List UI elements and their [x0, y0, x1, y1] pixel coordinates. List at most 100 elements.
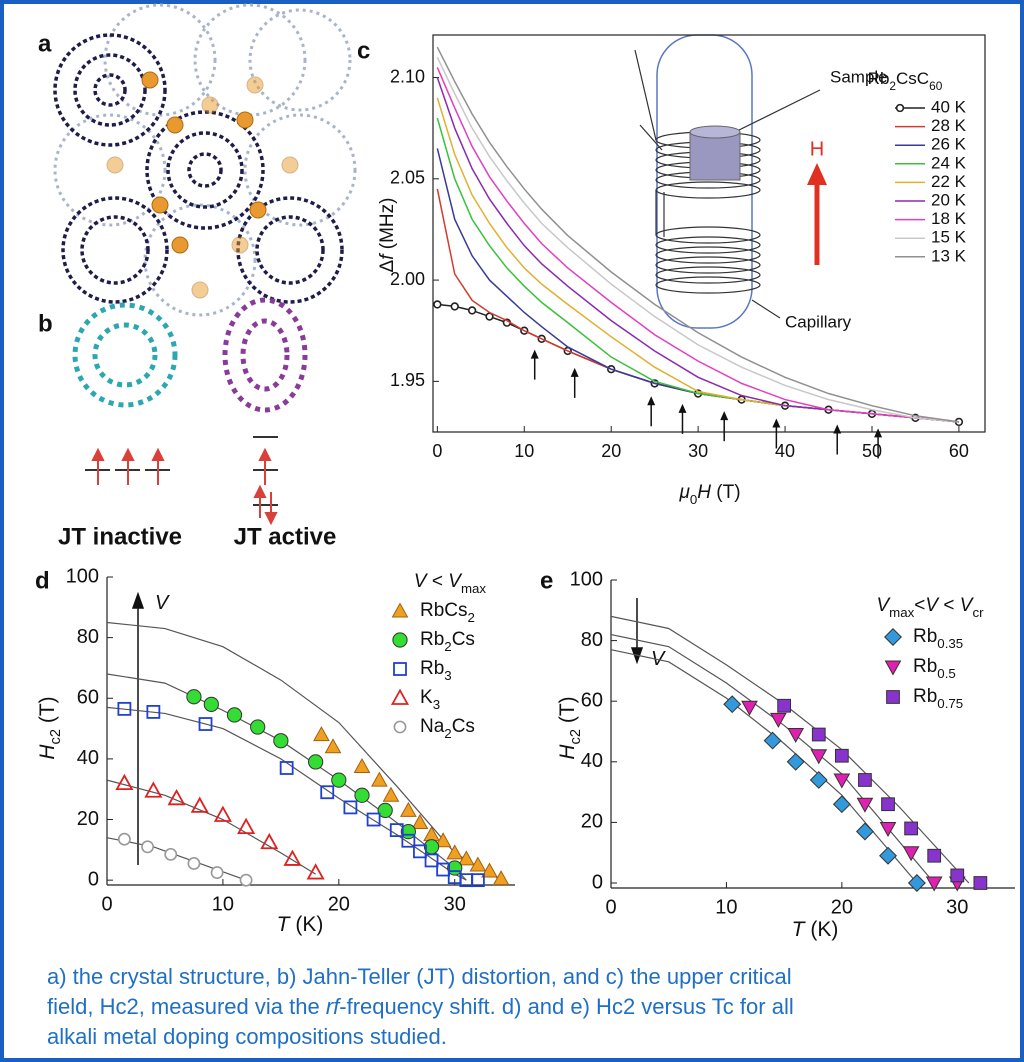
point — [810, 749, 828, 765]
point — [723, 695, 742, 714]
point — [833, 773, 851, 789]
point — [832, 795, 851, 814]
capillary-inset — [634, 34, 827, 329]
legend-label: Rb0.75 — [913, 686, 963, 711]
panel-label: d — [35, 567, 50, 594]
caption-text: -frequency shift. d) and e) Hc2 versus T… — [339, 994, 793, 1019]
point — [927, 848, 942, 863]
hc2-arrowhead — [720, 411, 729, 421]
legend-marker — [390, 688, 410, 705]
point — [382, 786, 400, 802]
x-tick-label: 20 — [601, 441, 621, 461]
legend-label: K3 — [420, 687, 440, 712]
point — [141, 840, 154, 854]
point — [146, 705, 161, 719]
inset-label: Sample — [830, 67, 888, 86]
point — [273, 733, 289, 749]
x-tick-label: 30 — [688, 441, 708, 461]
series-line — [436, 67, 959, 423]
point — [226, 707, 243, 723]
x-tick-label: 0 — [432, 441, 442, 461]
legend-label: Rb2Cs — [420, 629, 475, 654]
legend-label: 18 K — [931, 209, 967, 228]
hc2-arrowhead — [647, 396, 656, 406]
point — [902, 846, 920, 862]
y-axis-label: Hc2 (T) — [36, 696, 64, 759]
panel-label: b — [38, 310, 53, 337]
point — [471, 873, 485, 888]
trend-arrow — [131, 591, 644, 865]
caption-text: rf — [326, 994, 342, 1019]
point — [786, 752, 805, 771]
y-tick-label: 40 — [77, 747, 99, 769]
point — [190, 796, 209, 813]
legend-label: 20 K — [931, 190, 967, 209]
x-axis-label: μ0H (T) — [678, 482, 740, 507]
point — [239, 873, 253, 887]
legend-label: Rb3 — [420, 658, 452, 683]
point — [492, 870, 510, 886]
legend-label: RbCs2 — [420, 600, 475, 625]
point — [973, 876, 988, 890]
point — [260, 832, 279, 850]
point — [879, 846, 897, 865]
figure-label: JT active — [234, 523, 337, 550]
point — [881, 797, 895, 812]
caption-line: field, Hc2, measured via the rf-frequenc… — [47, 994, 794, 1019]
crystal-illustration — [53, 3, 357, 317]
y-tick-label: 100 — [570, 568, 603, 590]
x-axis-label: T (K) — [277, 913, 324, 936]
x-tick-label: 10 — [715, 896, 737, 918]
y-tick-label: 100 — [66, 565, 99, 587]
point — [413, 844, 427, 859]
plot-frame — [432, 34, 986, 433]
y-tick-label: 60 — [581, 689, 603, 711]
legend-label: Na2Cs — [420, 716, 475, 741]
point — [763, 731, 782, 750]
y-axis-label: Δf (MHz) — [377, 198, 398, 273]
point — [401, 833, 416, 848]
point — [904, 821, 918, 836]
point — [237, 817, 256, 834]
point — [308, 754, 324, 770]
point — [424, 853, 439, 868]
point — [834, 748, 849, 763]
legend-label: Rb0.5 — [913, 656, 956, 681]
caption-text: alkali metal doping compositions studied… — [47, 1024, 447, 1049]
legend-marker — [391, 602, 409, 618]
point — [117, 832, 131, 846]
point — [856, 797, 874, 813]
point — [377, 802, 393, 819]
point — [331, 772, 347, 788]
y-tick-label: 20 — [581, 811, 603, 833]
x-tick-label: 20 — [328, 893, 350, 915]
y-tick-label: 2.00 — [390, 269, 425, 289]
x-axis-label: T (K) — [792, 918, 839, 941]
point — [306, 863, 325, 880]
point — [481, 862, 498, 878]
fit-curve — [106, 706, 467, 881]
panel-label: c — [357, 37, 370, 64]
x-tick-label: 50 — [862, 441, 882, 461]
legend-label: 28 K — [931, 116, 967, 135]
point — [457, 850, 475, 866]
legend-marker — [392, 632, 408, 648]
y-tick-label: 0 — [592, 871, 603, 893]
point — [389, 823, 404, 838]
x-tick-label: 0 — [101, 893, 112, 915]
x-tick-label: 60 — [949, 441, 969, 461]
legend-title: V < Vmax — [414, 571, 487, 596]
inset-label: Capillary — [785, 312, 852, 331]
point — [907, 874, 926, 892]
point — [469, 856, 487, 872]
annotation: V — [155, 592, 170, 614]
point — [186, 689, 202, 705]
point — [855, 822, 874, 841]
legend-marker — [884, 628, 902, 646]
point — [279, 761, 294, 775]
y-tick-label: 1.95 — [390, 370, 425, 390]
x-tick-label: 30 — [946, 896, 968, 918]
point — [283, 849, 302, 866]
legend-label: 22 K — [931, 172, 967, 191]
